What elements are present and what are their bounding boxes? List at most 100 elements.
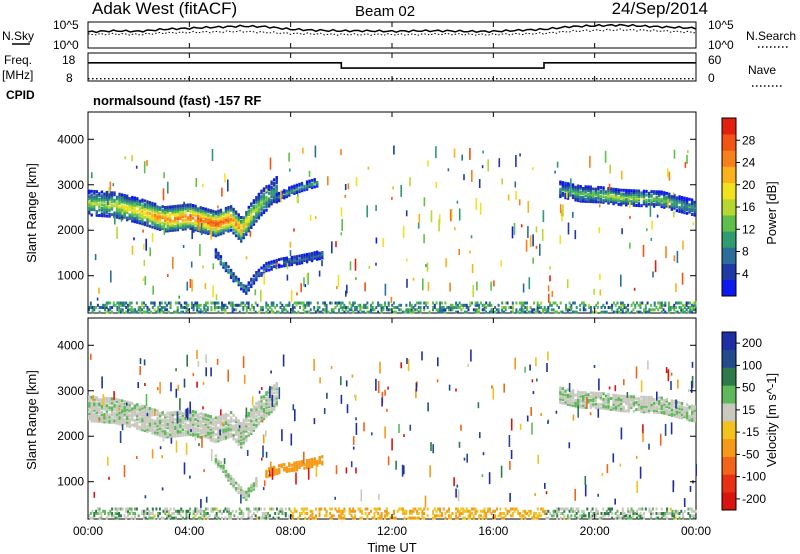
heatmap-cell (660, 514, 663, 518)
heatmap-cell (646, 310, 649, 314)
heatmap-cell (321, 254, 324, 258)
heatmap-cell (616, 514, 619, 518)
heatmap-cell (113, 402, 116, 406)
heatmap-cell (209, 420, 212, 424)
heatmap-cell (465, 509, 468, 513)
heatmap-cell (680, 199, 684, 203)
heatmap-cell (663, 404, 666, 408)
heatmap-cell (673, 204, 676, 208)
heatmap-cell (622, 407, 625, 411)
heatmap-cell (589, 310, 592, 314)
heatmap-cell (625, 400, 628, 404)
heatmap-cell (166, 209, 169, 213)
heatmap-cell (237, 303, 239, 307)
heatmap-cell (442, 310, 445, 314)
heatmap-cell (92, 395, 94, 402)
heatmap-cell (451, 308, 454, 312)
heatmap-cell (566, 196, 570, 200)
heatmap-cell (571, 187, 575, 190)
heatmap-cell (331, 241, 333, 254)
heatmap-cell (179, 217, 182, 221)
heatmap-cell (95, 418, 98, 421)
heatmap-cell (561, 390, 565, 394)
heatmap-cell (250, 412, 253, 415)
heatmap-cell (265, 301, 268, 305)
heatmap-cell (637, 397, 641, 401)
heatmap-cell (143, 208, 147, 212)
heatmap-cell (257, 422, 261, 426)
heatmap-cell (515, 310, 518, 314)
heatmap-cell (572, 414, 575, 421)
heatmap-cell (673, 201, 676, 205)
heatmap-cell (693, 213, 696, 217)
heatmap-cell (637, 193, 641, 197)
heatmap-cell (227, 224, 230, 228)
heatmap-cell (167, 509, 170, 513)
heatmap-cell (153, 308, 156, 312)
heatmap-cell (665, 195, 668, 199)
heatmap-cell (587, 189, 590, 193)
heatmap-cell (618, 514, 621, 518)
heatmap-cell (657, 512, 660, 515)
heatmap-cell (242, 424, 245, 427)
heatmap-cell (90, 213, 93, 217)
heatmap-cell (680, 301, 683, 305)
heatmap-cell (232, 222, 235, 226)
heatmap-cell (202, 226, 205, 230)
heatmap-cell (158, 421, 162, 425)
heatmap-cell (655, 410, 658, 414)
heatmap-cell (138, 427, 142, 431)
heatmap-cell (318, 459, 321, 463)
heatmap-cell (417, 301, 420, 305)
heatmap-cell (272, 507, 275, 511)
heatmap-cell (205, 512, 207, 515)
heatmap-cell (123, 214, 126, 217)
heatmap-cell (690, 404, 694, 408)
heatmap-cell (217, 301, 220, 305)
heatmap-cell (625, 201, 628, 205)
heatmap-cell (224, 173, 226, 183)
heatmap-cell (279, 301, 282, 305)
heatmap-cell (160, 310, 163, 314)
heatmap-cell (260, 213, 263, 217)
heatmap-cell (262, 194, 266, 198)
heatmap-cell (249, 509, 252, 513)
heatmap-cell (267, 388, 271, 392)
heatmap-cell (212, 509, 215, 513)
heatmap-cell (156, 218, 159, 222)
heatmap-cell (157, 310, 160, 314)
heatmap-cell (291, 308, 294, 312)
heatmap-cell (128, 414, 131, 417)
heatmap-cell (153, 425, 157, 429)
heatmap-cell (113, 200, 116, 204)
heatmap-cell (95, 414, 98, 418)
heatmap-cell (257, 203, 261, 207)
heatmap-cell (316, 252, 319, 256)
heatmap-cell (159, 381, 161, 394)
heatmap-cell (644, 310, 647, 314)
heatmap-cell (181, 419, 185, 423)
heatmap-cell (616, 509, 619, 513)
heatmap-cell (385, 507, 388, 511)
heatmap-cell (257, 272, 261, 276)
heatmap-cell (270, 182, 273, 186)
heatmap-cell (215, 301, 218, 305)
heatmap-cell (598, 204, 601, 208)
heatmap-cell (203, 308, 206, 312)
heatmap-cell (250, 424, 253, 428)
heatmap-cell (128, 303, 131, 307)
heatmap-cell (131, 212, 134, 216)
heatmap-cell (148, 407, 152, 411)
heatmap-cell (310, 186, 314, 190)
heatmap-cell (247, 422, 250, 426)
heatmap-cell (637, 404, 641, 408)
heatmap-cell (166, 225, 169, 229)
heatmap-cell (247, 492, 250, 496)
heatmap-cell (482, 150, 484, 154)
heatmap-cell (245, 227, 248, 231)
heatmap-cell (559, 204, 562, 214)
heatmap-cell (680, 206, 684, 210)
heatmap-cell (607, 402, 610, 406)
heatmap-cell (636, 310, 638, 314)
heatmap-cell (212, 228, 215, 231)
